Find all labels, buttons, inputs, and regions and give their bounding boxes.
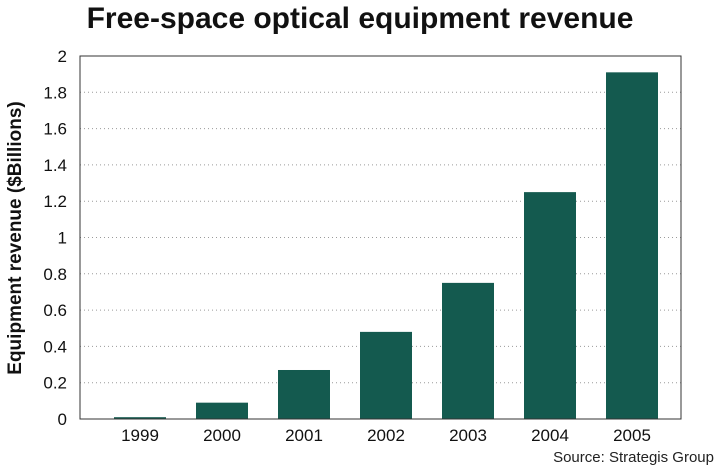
y-tick-label: 0 bbox=[58, 410, 67, 429]
axes bbox=[79, 55, 682, 420]
bar bbox=[114, 417, 166, 419]
x-tick-label: 2005 bbox=[613, 426, 651, 445]
x-tick-label: 2002 bbox=[367, 426, 405, 445]
y-tick-label: 1 bbox=[58, 229, 67, 248]
y-tick-label: 1.4 bbox=[43, 156, 67, 175]
y-tick-label: 2 bbox=[58, 47, 67, 66]
y-tick-label: 1.6 bbox=[43, 120, 67, 139]
bar bbox=[524, 192, 576, 419]
x-tick-label: 1999 bbox=[121, 426, 159, 445]
y-tick-label: 1.2 bbox=[43, 192, 67, 211]
y-tick-labels: 0 0.2 0.4 0.6 0.8 1 1.2 1.4 1.6 1.8 2 bbox=[43, 47, 67, 429]
y-tick-label: 0.8 bbox=[43, 265, 67, 284]
x-tick-label: 2000 bbox=[203, 426, 241, 445]
y-tick-label: 1.8 bbox=[43, 83, 67, 102]
chart-title: Free-space optical equipment revenue bbox=[86, 2, 634, 35]
x-tick-label: 2003 bbox=[449, 426, 487, 445]
bar bbox=[360, 331, 412, 419]
bars bbox=[114, 72, 658, 420]
bar bbox=[278, 369, 330, 419]
y-tick-label: 0.2 bbox=[43, 374, 67, 393]
y-tick-label: 0.6 bbox=[43, 301, 67, 320]
x-tick-labels: 1999 2000 2001 2002 2003 2004 2005 bbox=[121, 426, 651, 445]
x-tick-label: 2004 bbox=[531, 426, 569, 445]
bar bbox=[196, 402, 248, 419]
plot-frame bbox=[79, 55, 682, 420]
bar bbox=[606, 72, 658, 420]
bar bbox=[442, 282, 494, 419]
y-tick-label: 0.4 bbox=[43, 337, 67, 356]
source-note: Source: Strategis Group bbox=[553, 449, 714, 466]
x-tick-label: 2001 bbox=[285, 426, 323, 445]
